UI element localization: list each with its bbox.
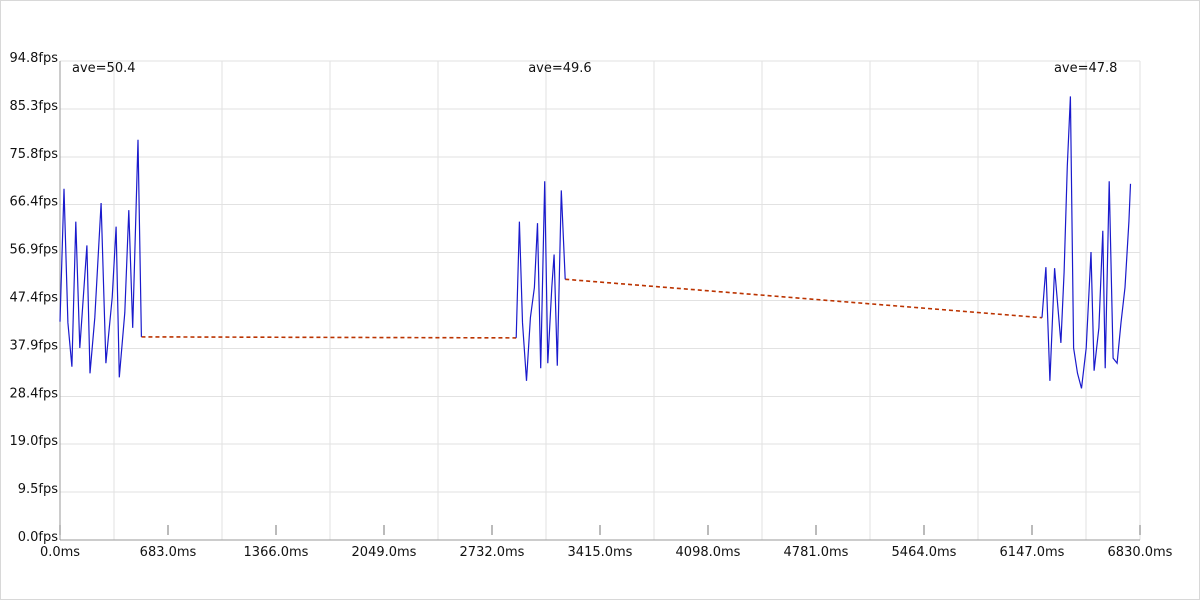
y-tick-label: 37.9fps [9, 339, 58, 354]
y-tick-label: 75.8fps [9, 147, 58, 162]
y-tick-label: 9.5fps [18, 482, 59, 497]
y-tick-label: 28.4fps [9, 387, 58, 402]
x-tick-label: 6830.0ms [1108, 545, 1173, 560]
x-tick-label: 2049.0ms [352, 545, 417, 560]
gap-dashed-line [141, 336, 517, 339]
y-tick-label: 47.4fps [9, 291, 58, 306]
x-tick-label: 0.0ms [40, 545, 80, 560]
y-tick-label: 19.0fps [9, 434, 58, 449]
y-tick-label: 56.9fps [9, 242, 58, 257]
x-tick-label: 3415.0ms [568, 545, 633, 560]
y-tick-label: 85.3fps [9, 99, 58, 114]
x-tick-label: 4781.0ms [784, 545, 849, 560]
x-tick-label: 6147.0ms [1000, 545, 1065, 560]
x-tick-label: 5464.0ms [892, 545, 957, 560]
fps-series-line [1041, 96, 1132, 389]
x-tick-label: 683.0ms [140, 545, 197, 560]
x-tick-label: 2732.0ms [460, 545, 525, 560]
fps-series-line [515, 181, 566, 381]
y-tick-label: 66.4fps [9, 194, 58, 209]
average-label: ave=47.8 [1054, 61, 1118, 76]
fps-series-line [59, 139, 142, 378]
gap-dashed-line [565, 278, 1043, 319]
y-tick-label: 0.0fps [18, 530, 59, 545]
average-label: ave=50.4 [72, 61, 136, 76]
x-tick-label: 1366.0ms [244, 545, 309, 560]
y-tick-label: 94.8fps [9, 51, 58, 66]
x-tick-label: 4098.0ms [676, 545, 741, 560]
average-label: ave=49.6 [528, 61, 592, 76]
